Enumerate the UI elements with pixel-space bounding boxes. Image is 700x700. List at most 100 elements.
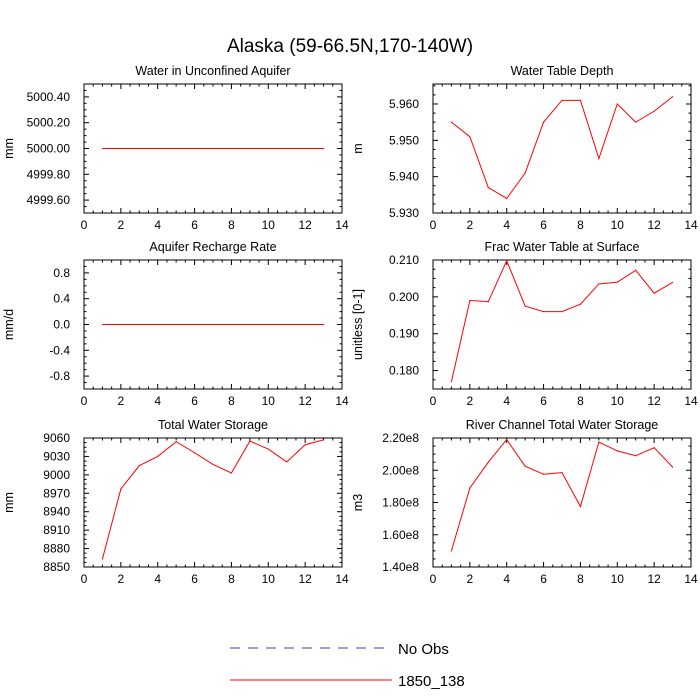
data-point: [286, 147, 288, 150]
panel-5: Total Water Storage mm 0 2 4 6 8 10 12 14 8850 8880…: [2, 418, 349, 586]
y-tick-label: 2.20e8: [382, 431, 419, 445]
data-point: [524, 172, 526, 174]
plot-frame: [83, 437, 343, 568]
data-point: [138, 465, 140, 467]
panel-title: Water in Unconfined Aquifer: [135, 64, 290, 78]
data-point: [524, 305, 526, 307]
data-point: [635, 455, 637, 457]
x-tick-label: 12: [298, 572, 312, 586]
data-point: [212, 147, 214, 150]
series-line-1850_138: [451, 96, 673, 200]
data-point: [561, 472, 563, 474]
data-point: [616, 103, 618, 105]
data-point: [249, 440, 251, 442]
x-tick-label: 4: [503, 394, 510, 408]
x-tick-label: 0: [81, 218, 88, 232]
y-tick-label: 0.210: [389, 253, 419, 267]
data-point: [506, 439, 508, 441]
data-point: [230, 147, 233, 150]
x-tick-label: 14: [335, 218, 349, 232]
data-point: [635, 121, 637, 123]
data-point: [304, 323, 306, 326]
data-point: [469, 299, 471, 302]
y-tick-label: 9000: [43, 468, 70, 482]
y-axis-label: unitless [0-1]: [351, 289, 365, 360]
data-point: [322, 323, 325, 326]
y-tick-label: 2.00e8: [382, 463, 419, 477]
data-point: [671, 466, 674, 468]
panel-4: Frac Water Table at Surface unitless [0-1…: [351, 240, 698, 408]
y-axis-label: m3: [351, 494, 365, 511]
panel-6: River Channel Total Water Storage m3 0 2 4 6 8…: [351, 418, 698, 586]
panel-3: Aquifer Recharge Rate mm/d 0 2 4 6 8 10 12 14 -0.8…: [2, 240, 349, 408]
x-tick-label: 2: [467, 394, 474, 408]
y-axis-label: mm: [2, 492, 16, 513]
x-tick-label: 4: [154, 394, 161, 408]
data-point: [653, 110, 655, 112]
x-tick-label: 4: [503, 218, 510, 232]
x-tick-label: 6: [540, 394, 547, 408]
plot-frame: [432, 437, 692, 568]
data-point: [579, 303, 582, 305]
data-point: [101, 323, 104, 326]
x-tick-label: 12: [298, 218, 312, 232]
data-point: [120, 488, 122, 490]
x-tick-label: 14: [684, 218, 698, 232]
data-point: [487, 186, 489, 189]
x-tick-label: 8: [228, 218, 235, 232]
y-tick-label: 5000.20: [27, 116, 71, 130]
y-tick-label: 5000.00: [27, 142, 71, 156]
plot-frame: [432, 83, 692, 214]
x-tick-label: 10: [262, 218, 276, 232]
data-point: [322, 439, 325, 441]
panel-title: River Channel Total Water Storage: [466, 418, 659, 432]
data-point: [193, 147, 196, 150]
y-tick-label: 8880: [43, 542, 70, 556]
data-point: [506, 260, 508, 262]
x-tick-label: 0: [430, 572, 437, 586]
y-tick-label: 9060: [43, 431, 70, 445]
data-point: [175, 147, 177, 150]
y-tick-label: 5.940: [389, 170, 419, 184]
data-point: [487, 301, 489, 303]
data-point: [616, 450, 618, 452]
data-point: [616, 281, 618, 283]
data-point: [542, 473, 545, 475]
x-tick-label: 14: [684, 572, 698, 586]
plot-frame: [432, 259, 692, 390]
x-tick-label: 12: [647, 394, 661, 408]
x-tick-label: 12: [647, 572, 661, 586]
x-tick-label: 10: [262, 394, 276, 408]
x-tick-label: 6: [191, 572, 198, 586]
data-point: [175, 323, 177, 326]
legend: No Obs 1850_138: [230, 641, 465, 690]
data-point: [120, 147, 122, 150]
data-point: [635, 269, 637, 271]
data-point: [579, 505, 582, 508]
x-tick-label: 8: [577, 394, 584, 408]
x-tick-label: 8: [577, 572, 584, 586]
series-line-1850_138: [450, 259, 673, 382]
x-tick-label: 12: [298, 394, 312, 408]
data-point: [101, 147, 104, 150]
legend-label-no-obs: No Obs: [398, 641, 449, 658]
x-tick-label: 10: [262, 572, 276, 586]
x-tick-label: 0: [430, 394, 437, 408]
x-tick-label: 0: [430, 218, 437, 232]
panel-2: Water Table Depth m 0 2 4 6 8 10 12 14 5.930 5.940 5…: [351, 64, 698, 232]
y-axis-label: mm: [2, 138, 16, 159]
data-point: [450, 121, 453, 123]
x-tick-label: 0: [81, 394, 88, 408]
y-tick-label: 5.950: [389, 133, 419, 147]
x-tick-label: 10: [611, 394, 625, 408]
data-point: [598, 441, 600, 443]
data-point: [561, 311, 563, 313]
y-tick-label: 8910: [43, 523, 70, 537]
data-point: [598, 157, 600, 160]
data-point: [524, 465, 526, 467]
y-tick-label: 5.930: [389, 206, 419, 220]
data-point: [469, 136, 471, 138]
data-point: [249, 147, 251, 150]
data-point: [542, 311, 545, 313]
data-point: [157, 455, 159, 458]
